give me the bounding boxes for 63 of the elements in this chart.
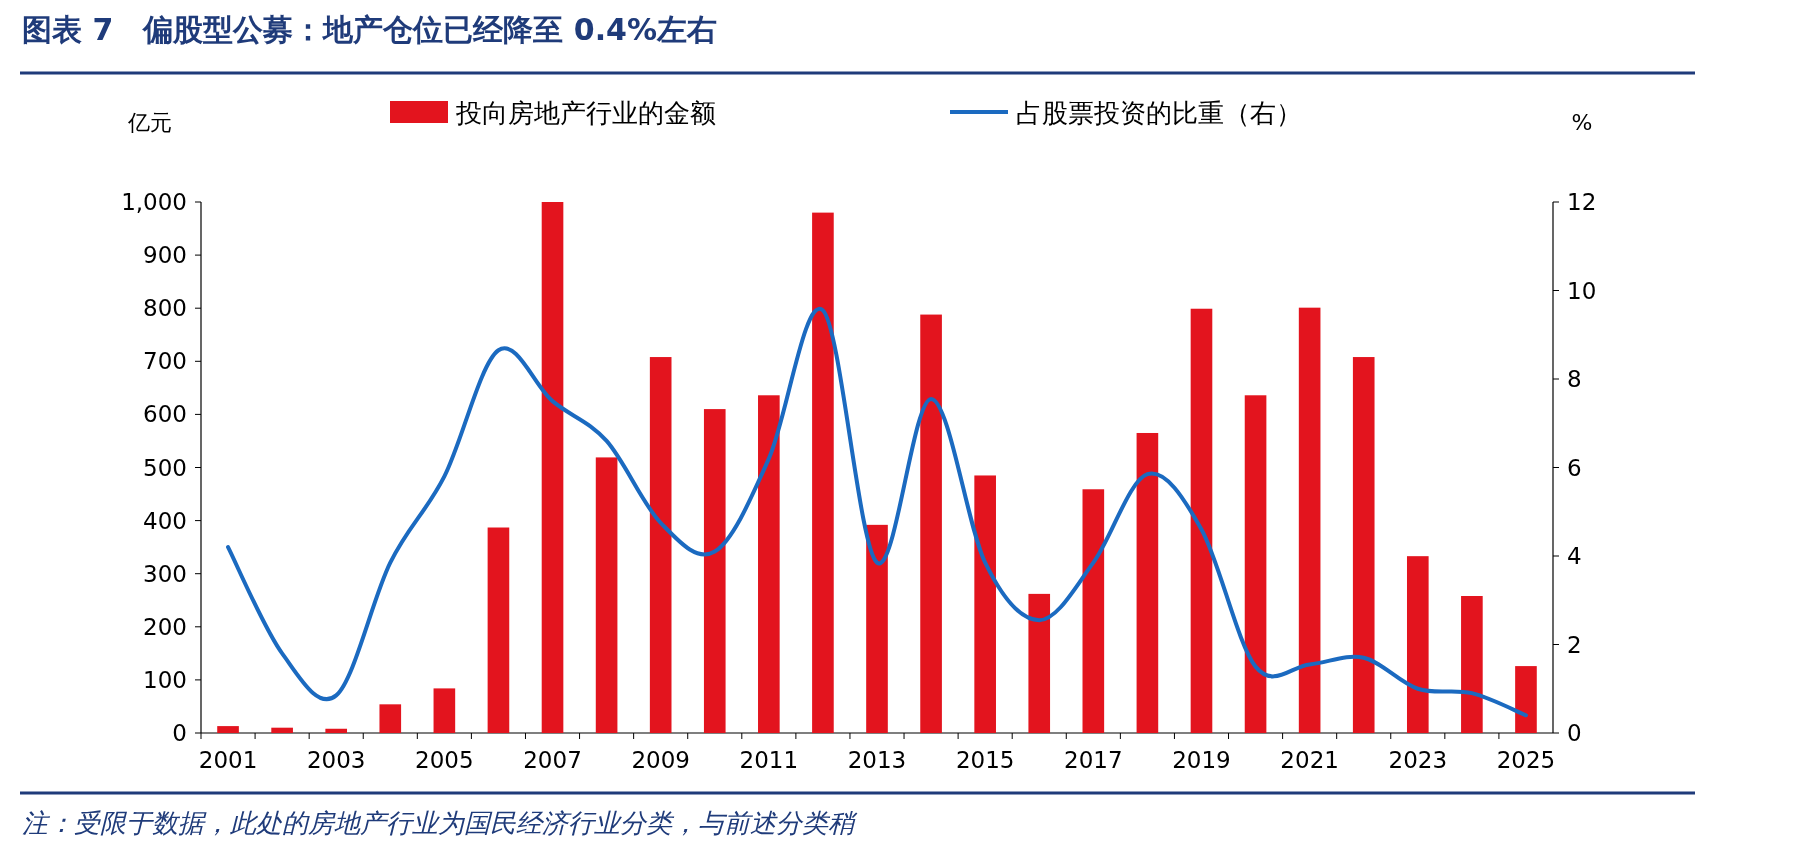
y2-tick-label: 0 <box>1567 720 1582 746</box>
text: 注：受限于数据，此处的房地产行业为国民经济行业分类，与前述分类稍 <box>22 808 858 838</box>
chart-title: 图表 7 偏股型公募：地产仓位已经降至 0.4%左右 <box>22 12 717 47</box>
y-tick-label: 900 <box>143 242 187 269</box>
y-tick-label: 100 <box>143 666 187 693</box>
y-tick-label: 600 <box>143 401 187 428</box>
bar <box>217 726 239 733</box>
x-tick-label: 2021 <box>1280 747 1339 773</box>
bar <box>1244 395 1267 733</box>
legend-label: 投向房地产行业的金额 <box>455 98 716 128</box>
bar <box>866 524 888 733</box>
bar <box>1515 666 1537 733</box>
bar <box>1298 307 1321 733</box>
bar <box>541 202 564 733</box>
bar <box>1190 308 1213 733</box>
bar <box>1028 593 1051 733</box>
y2-tick-label: 12 <box>1567 189 1597 215</box>
y2-tick-label: 4 <box>1567 543 1582 569</box>
x-tick-label: 2009 <box>631 747 690 773</box>
x-tick-label: 2017 <box>1064 747 1123 773</box>
bar <box>379 704 402 733</box>
bar <box>1136 432 1159 733</box>
y2-tick-label: 6 <box>1567 454 1582 481</box>
y2-tick-label: 10 <box>1567 277 1597 304</box>
y-tick-label: 200 <box>143 613 187 640</box>
y2-tick-label: 8 <box>1567 366 1582 392</box>
x-tick-label: 2013 <box>847 747 907 773</box>
y-tick-label: 0 <box>172 720 187 746</box>
x-tick-label: 2007 <box>523 747 582 773</box>
y-tick-label: 700 <box>143 348 187 375</box>
x-tick-label: 2001 <box>198 747 258 773</box>
y-tick-label: 800 <box>143 295 187 322</box>
bar <box>758 395 780 733</box>
x-tick-label: 2005 <box>415 747 474 773</box>
bar <box>812 212 834 733</box>
legend-label: 占股票投资的比重（右） <box>1016 98 1302 128</box>
line-series <box>226 307 1528 718</box>
x-tick-label: 2019 <box>1172 747 1231 773</box>
bar <box>1352 357 1375 733</box>
bar <box>1082 489 1105 733</box>
y2-tick-label: 2 <box>1567 631 1582 658</box>
y-tick-label: 400 <box>143 507 187 534</box>
bar <box>487 527 510 733</box>
x-tick-label: 2025 <box>1496 747 1556 773</box>
bar <box>649 357 672 733</box>
y-tick-label: 300 <box>143 560 187 587</box>
bar <box>703 409 726 733</box>
y2-axis-title: % <box>1571 110 1593 135</box>
y-tick-label: 500 <box>143 454 187 481</box>
y-axis-title: 亿元 <box>127 110 172 135</box>
bar <box>271 727 293 733</box>
bar <box>595 457 618 733</box>
bar <box>325 728 348 733</box>
x-tick-label: 2015 <box>955 747 1015 773</box>
y-tick-label: 1,000 <box>121 189 187 215</box>
bar <box>974 475 996 733</box>
x-tick-label: 2003 <box>306 747 366 773</box>
bar <box>920 314 942 733</box>
x-tick-label: 2011 <box>739 747 799 773</box>
bar <box>1406 556 1429 733</box>
bar <box>433 688 456 733</box>
bar <box>1461 596 1483 733</box>
x-tick-label: 2023 <box>1388 747 1448 773</box>
